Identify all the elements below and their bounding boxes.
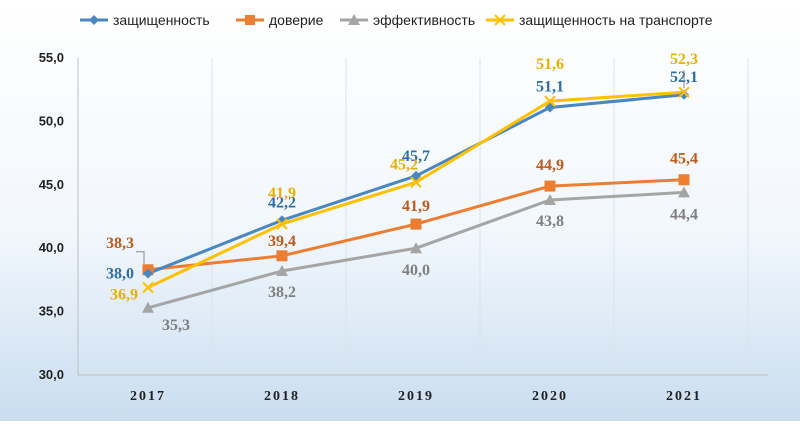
- data-point-marker: [410, 218, 422, 230]
- data-label: 45,2: [390, 156, 418, 173]
- x-tick-label: 2017: [130, 389, 166, 404]
- legend-marker: [494, 14, 506, 26]
- data-point-marker: [276, 250, 288, 262]
- marker-layer: [142, 86, 690, 313]
- data-point-marker: [276, 218, 288, 230]
- y-tick-label: 50,0: [39, 113, 64, 128]
- legend-marker: [348, 14, 360, 25]
- x-tick-label: 2018: [264, 389, 300, 404]
- x-tick-label: 2020: [532, 389, 568, 404]
- data-label: 38,0: [106, 266, 134, 283]
- data-point-marker: [544, 180, 556, 192]
- data-label: 44,9: [536, 157, 564, 174]
- data-label: 42,2: [268, 194, 296, 211]
- data-point-marker: [142, 281, 154, 294]
- data-point-marker: [678, 174, 690, 186]
- label-layer: 38,042,245,751,152,138,3 39,441,944,9 45,4…: [106, 51, 698, 334]
- data-point-marker: [678, 186, 690, 198]
- legend-label: защищенность: [113, 12, 210, 28]
- data-point-marker: [410, 242, 422, 254]
- data-point-marker: [544, 194, 556, 206]
- x-tick-label: 2021: [666, 389, 702, 404]
- data-label: 51,1: [536, 78, 564, 95]
- y-tick-label: 30,0: [39, 367, 64, 382]
- x-tick-label: 2019: [398, 389, 434, 404]
- legend-label: доверие: [269, 12, 324, 28]
- data-point-marker: [679, 89, 689, 100]
- data-label: 45,7: [402, 148, 430, 165]
- y-tick-label: 45,0: [39, 177, 64, 192]
- data-label: 36,9: [110, 287, 138, 304]
- data-label: 44,4: [670, 206, 698, 223]
- axis-layer: 30,0 35,0 40,0 45,0 50,0 55,0 2017 2018 2019 2020…: [39, 50, 768, 404]
- data-label: 39,4: [268, 233, 296, 250]
- label-leader-line: [136, 251, 145, 264]
- legend-label: эффективность: [373, 12, 475, 28]
- data-point-marker: [143, 268, 153, 279]
- data-label: 52,3: [670, 51, 698, 68]
- y-tick-label: 35,0: [39, 304, 64, 319]
- data-point-marker: [410, 176, 422, 188]
- data-label: 35,3: [162, 317, 190, 334]
- data-point-marker: [544, 95, 556, 107]
- data-label: 38,2: [268, 284, 296, 301]
- data-point-marker: [678, 86, 690, 98]
- legend-label: защищенность на транспорте: [519, 12, 713, 28]
- legend-marker: [245, 15, 255, 25]
- data-label: 51,6: [536, 56, 564, 73]
- data-label: 41,9: [402, 198, 430, 215]
- y-tick-label: 40,0: [39, 240, 64, 255]
- data-label: 45,4: [670, 151, 698, 168]
- data-label: 38,3: [106, 235, 134, 252]
- data-label: 41,9: [268, 185, 296, 202]
- data-point-marker: [142, 301, 154, 313]
- chart-legend: защищенность доверие эффективность защищенн…: [80, 12, 713, 28]
- data-label: 43,8: [536, 213, 564, 230]
- data-point-marker: [276, 265, 288, 277]
- data-label: 40,0: [402, 262, 430, 279]
- legend-marker: [89, 15, 99, 25]
- y-tick-label: 55,0: [39, 50, 64, 65]
